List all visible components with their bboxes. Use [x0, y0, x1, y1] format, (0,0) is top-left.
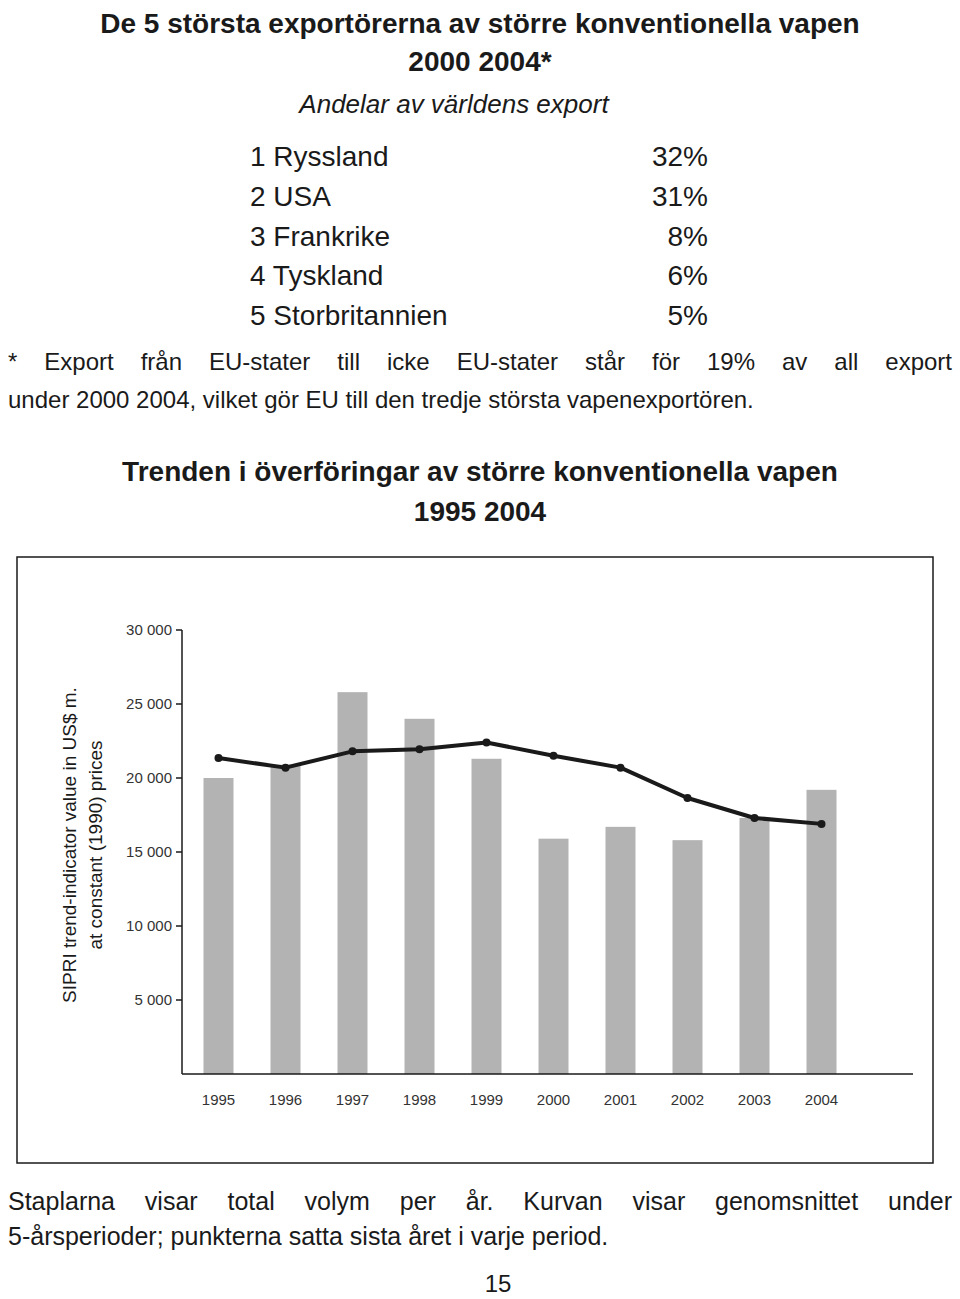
- line-point: [215, 754, 223, 762]
- chart-frame: [17, 557, 933, 1163]
- rank-share: 6%: [668, 260, 708, 291]
- line-point: [416, 745, 424, 753]
- x-tick-label: 2002: [671, 1091, 704, 1108]
- x-tick-label: 1997: [336, 1091, 369, 1108]
- y-tick-label: 5 000: [134, 991, 172, 1008]
- rank-country: 3 Frankrike: [250, 221, 390, 252]
- chart-title: Trenden i överföringar av större konvent…: [122, 456, 838, 487]
- rank-share: 5%: [668, 300, 708, 331]
- rank-country: 2 USA: [250, 181, 331, 212]
- x-tick-label: 1998: [403, 1091, 436, 1108]
- note-line: * Export från EU-stater till icke EU-sta…: [8, 343, 952, 381]
- rank-country: 5 Storbritannien: [250, 300, 448, 331]
- y-tick-label: 15 000: [126, 843, 172, 860]
- y-tick: [176, 925, 182, 927]
- x-tick-label: 2000: [537, 1091, 570, 1108]
- bar: [606, 827, 636, 1074]
- x-tick-label: 1996: [269, 1091, 302, 1108]
- y-tick-label: 20 000: [126, 769, 172, 786]
- x-tick-label: 1995: [202, 1091, 235, 1108]
- rank-country: 1 Ryssland: [250, 141, 389, 172]
- plot-data: [204, 692, 837, 1074]
- page-subtitle: 2000 2004*: [408, 46, 551, 77]
- line-point: [818, 820, 826, 828]
- chart-subtitle: 1995 2004: [414, 496, 547, 527]
- y-tick-label: 10 000: [126, 917, 172, 934]
- bar: [740, 818, 770, 1074]
- y-tick: [176, 703, 182, 705]
- line-point: [483, 738, 491, 746]
- line-point: [282, 764, 290, 772]
- x-tick-label: 1999: [470, 1091, 503, 1108]
- chart-caption-line: Staplarna visar total volym per år. Kurv…: [8, 1184, 952, 1219]
- rank-share: 8%: [668, 221, 708, 252]
- line-point: [349, 747, 357, 755]
- rank-share: 32%: [652, 141, 708, 172]
- list-caption: Andelar av världens export: [297, 89, 610, 119]
- line-point: [617, 764, 625, 772]
- x-tick-label: 2004: [805, 1091, 838, 1108]
- y-axis-label: SIPRI trend-indicator value in US$ m.: [59, 687, 80, 1003]
- x-tick-label: 2001: [604, 1091, 637, 1108]
- y-tick-label: 25 000: [126, 695, 172, 712]
- x-axis: [182, 1073, 913, 1075]
- chart-caption-line: 5-årsperioder; punkterna satta sista åre…: [8, 1219, 952, 1254]
- chart-caption: Staplarna visar total volym per år. Kurv…: [8, 1184, 952, 1254]
- line-point: [550, 752, 558, 760]
- bar: [271, 765, 301, 1074]
- note: * Export från EU-stater till icke EU-sta…: [8, 343, 952, 419]
- bar: [472, 759, 502, 1074]
- y-axis-label: at constant (1990) prices: [85, 740, 106, 949]
- page-number: 15: [485, 1270, 512, 1297]
- line-point: [751, 814, 759, 822]
- rank-share: 31%: [652, 181, 708, 212]
- bar: [204, 778, 234, 1074]
- bar: [673, 840, 703, 1074]
- page-title: De 5 största exportörerna av större konv…: [100, 8, 859, 39]
- note-line: under 2000 2004, vilket gör EU till den …: [8, 381, 952, 419]
- rank-country: 4 Tyskland: [250, 260, 383, 291]
- average-line: [219, 742, 822, 823]
- x-tick-label: 2003: [738, 1091, 771, 1108]
- bar: [405, 719, 435, 1074]
- y-tick: [176, 629, 182, 631]
- bar: [807, 790, 837, 1074]
- y-tick: [176, 851, 182, 853]
- y-tick: [176, 999, 182, 1001]
- y-tick: [176, 777, 182, 779]
- page: De 5 största exportörerna av större konv…: [0, 0, 960, 1299]
- line-point: [684, 794, 692, 802]
- bar: [539, 839, 569, 1074]
- y-tick-label: 30 000: [126, 621, 172, 638]
